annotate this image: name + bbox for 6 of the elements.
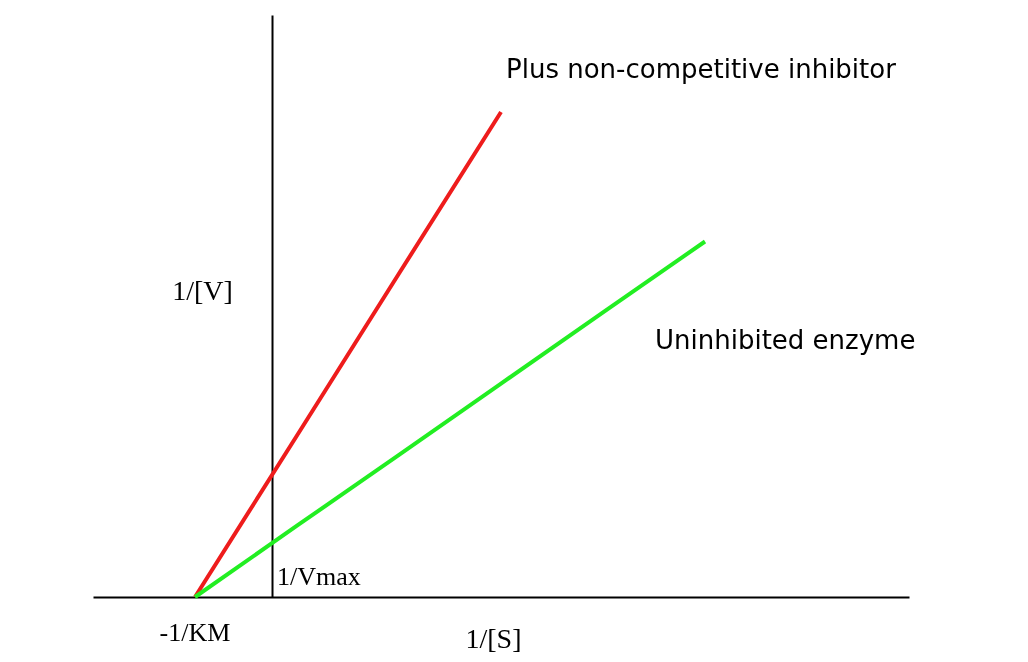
annotation: 1/Vmax bbox=[277, 562, 361, 591]
text: -1/KM bbox=[159, 618, 231, 647]
series-label: Uninhibited enzyme bbox=[655, 325, 916, 356]
y-axis-title: 1/[V] bbox=[172, 274, 233, 306]
series-label: Plus non-competitive inhibitor bbox=[506, 54, 897, 84]
x-axis-title: 1/[S] bbox=[465, 622, 522, 654]
